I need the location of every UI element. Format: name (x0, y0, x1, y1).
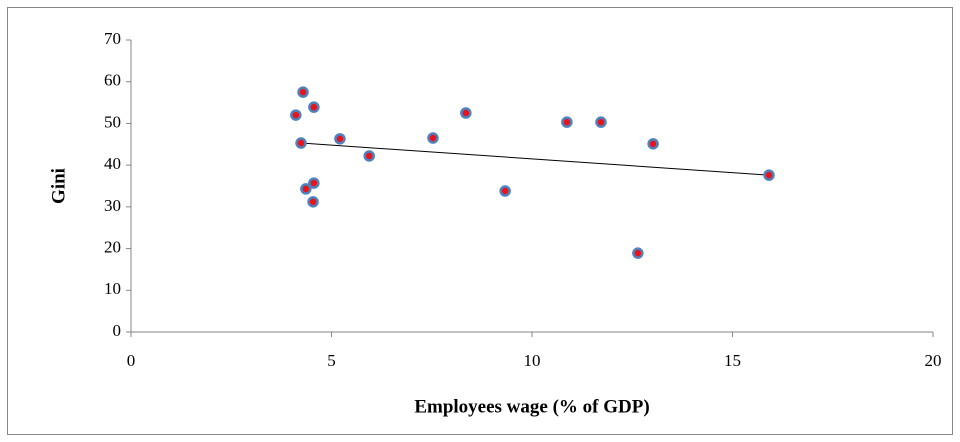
point (295, 137, 307, 149)
y-tick-label: 70 (104, 29, 121, 48)
y-tick-label: 30 (104, 196, 121, 215)
point (334, 133, 346, 145)
point (290, 109, 302, 121)
x-tick-label: 5 (327, 351, 336, 370)
x-tick-label: 20 (925, 351, 942, 370)
point (763, 169, 775, 181)
point (297, 86, 309, 98)
y-tick-label: 40 (104, 154, 121, 173)
y-tick-label: 0 (113, 321, 122, 340)
chart-frame (7, 7, 953, 435)
y-axis-label: Gini (48, 168, 69, 204)
point (308, 101, 320, 113)
point (561, 116, 573, 128)
x-tick-label: 10 (524, 351, 541, 370)
y-tick-label: 10 (104, 279, 121, 298)
y-tick-label: 50 (104, 112, 121, 131)
point (363, 150, 375, 162)
point (307, 196, 319, 208)
x-tick-label: 15 (724, 351, 741, 370)
point (499, 185, 511, 197)
point (632, 247, 644, 259)
point (427, 132, 439, 144)
y-tick-label: 20 (104, 237, 121, 256)
point (595, 116, 607, 128)
trendline (300, 142, 770, 176)
point (460, 107, 472, 119)
x-axis-label: Employees wage (% of GDP) (414, 396, 649, 417)
y-tick-label: 60 (104, 71, 121, 90)
point (647, 138, 659, 150)
point (308, 177, 320, 189)
x-tick-label: 0 (127, 351, 136, 370)
point (300, 183, 312, 195)
